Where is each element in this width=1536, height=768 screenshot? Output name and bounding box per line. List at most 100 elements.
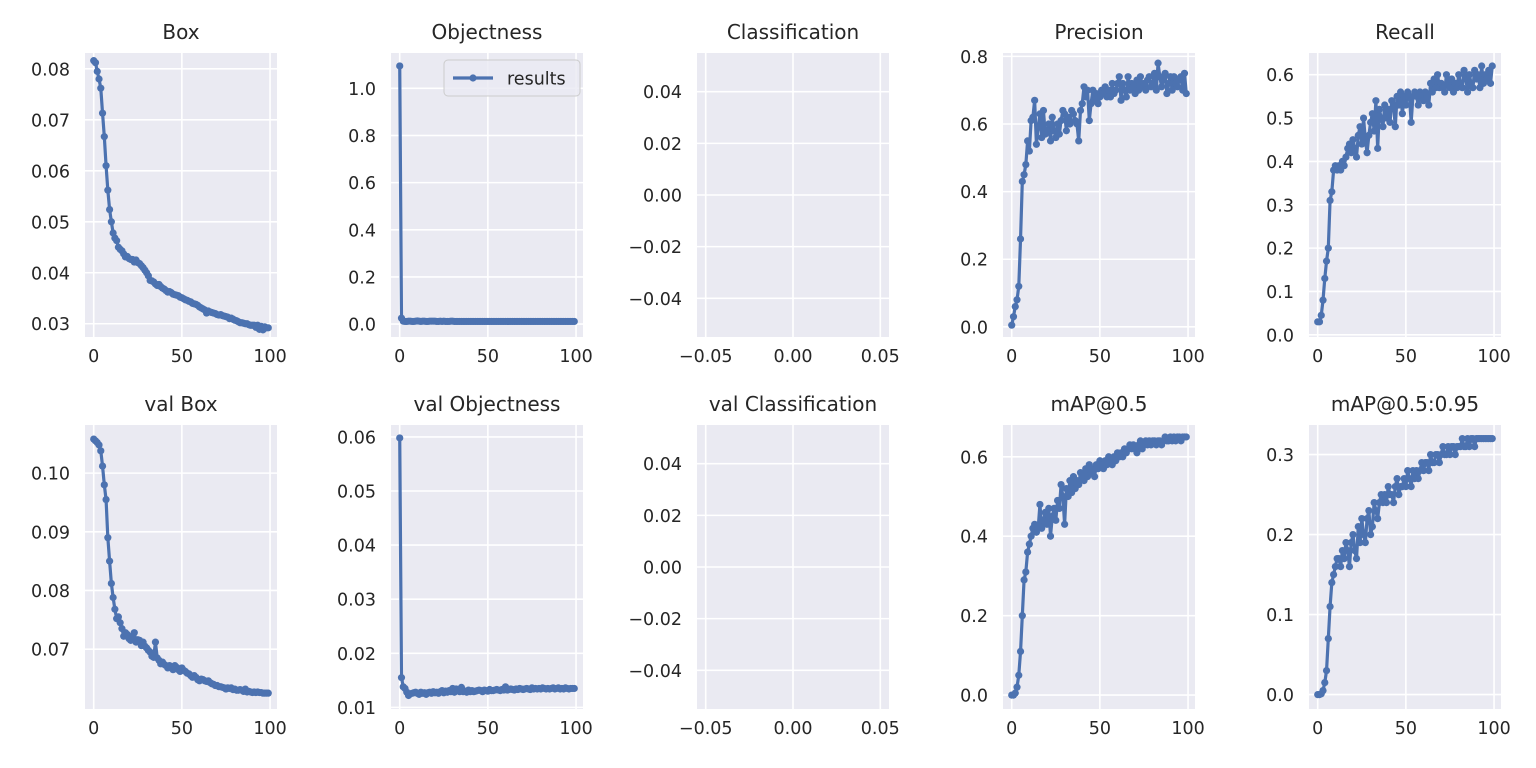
data-point: [1046, 532, 1055, 540]
data-point: [1379, 123, 1387, 131]
data-point: [1136, 73, 1145, 81]
data-point: [1361, 539, 1369, 547]
data-point: [1120, 86, 1129, 94]
data-point: [1073, 120, 1081, 128]
y-tick-label: 0.05: [337, 482, 376, 502]
data-point: [1414, 101, 1422, 109]
data-point: [1317, 311, 1325, 319]
data-point: [97, 84, 105, 92]
data-point: [1405, 475, 1414, 483]
y-tick-label: −0.04: [628, 290, 682, 310]
data-point: [1322, 257, 1331, 265]
x-tick-label: 50: [171, 347, 193, 367]
data-point: [1173, 83, 1182, 91]
data-point: [1372, 507, 1380, 515]
panel-precision: 0 50 100 0.0 0.2 0.4 0.6 0.8 Precision: [960, 20, 1205, 367]
data-point: [1402, 101, 1410, 109]
data-point: [1029, 113, 1037, 121]
panel-title: Precision: [1054, 20, 1143, 44]
data-point: [1426, 451, 1435, 459]
data-point: [1094, 100, 1102, 108]
panel-title: val Box: [144, 392, 217, 416]
data-point: [1182, 89, 1190, 98]
panel-map-0-5-0-95: 0 50 100 0.0 0.1 0.2 0.3 mAP@0.5:0.95: [1266, 392, 1511, 739]
data-point: [1340, 555, 1348, 563]
data-point: [1372, 97, 1380, 105]
panel-map-0-5: 0 50 100 0.0 0.2 0.4 0.6 mAP@0.5: [960, 392, 1205, 739]
data-point: [1356, 123, 1364, 131]
x-tick-label: 50: [477, 719, 499, 739]
data-point: [1326, 603, 1334, 611]
data-point: [1321, 274, 1329, 283]
data-point: [1407, 118, 1415, 126]
data-point: [396, 434, 404, 442]
data-point: [1048, 113, 1056, 121]
data-point: [1108, 79, 1116, 88]
data-point: [111, 605, 119, 613]
data-point: [1446, 451, 1454, 459]
x-tick-label: 0.05: [861, 347, 900, 367]
data-point: [1363, 515, 1371, 523]
y-tick-label: 0.04: [643, 455, 682, 475]
data-point: [1342, 153, 1350, 161]
x-tick-label: 0: [88, 719, 99, 739]
data-point: [1451, 451, 1459, 459]
legend-frame: [443, 59, 581, 97]
data-point: [1469, 84, 1477, 92]
data-point: [1441, 88, 1449, 96]
data-point: [1064, 113, 1072, 121]
data-point: [1351, 547, 1359, 555]
data-point: [1025, 147, 1033, 155]
data-point: [1149, 79, 1157, 88]
data-point: [1036, 500, 1044, 509]
data-point: [1031, 96, 1039, 104]
data-point: [1113, 79, 1122, 88]
data-point: [1388, 491, 1396, 499]
data-point: [1400, 475, 1408, 483]
y-tick-label: 0.0: [1266, 686, 1294, 706]
data-point: [1076, 106, 1085, 115]
data-point: [1043, 127, 1051, 135]
data-point: [1386, 118, 1394, 126]
panel-val-classification: −0.05 0.00 0.05 −0.04 −0.02 0.00 0.02 0.04 val C…: [628, 392, 899, 739]
data-point: [1331, 563, 1339, 571]
y-tick-label: 1.0: [348, 80, 376, 100]
panel-val-box: 0 50 100 0.07 0.08 0.09 0.10 val Box: [31, 392, 287, 739]
y-tick-label: 0.0: [960, 318, 988, 338]
data-point: [1161, 69, 1169, 77]
data-point: [1157, 83, 1166, 91]
data-point: [1414, 475, 1422, 483]
panel-title: Classification: [727, 20, 859, 44]
data-point: [1078, 100, 1086, 108]
y-tick-label: 0.02: [643, 507, 682, 527]
data-point: [1059, 492, 1067, 501]
x-tick-label: −0.05: [679, 347, 733, 367]
data-point: [1434, 71, 1442, 79]
y-tick-label: 0.01: [337, 699, 376, 719]
data-point: [1159, 76, 1167, 84]
x-tick-label: 0.00: [774, 719, 813, 739]
data-point: [1419, 467, 1428, 475]
y-tick-label: −0.02: [628, 610, 682, 630]
data-point: [1321, 679, 1329, 687]
panel-title: val Objectness: [414, 392, 561, 416]
data-point: [1367, 118, 1375, 126]
data-point: [1038, 524, 1046, 532]
plot-area: [391, 425, 583, 709]
y-tick-label: 0.4: [1266, 153, 1294, 173]
data-point: [1018, 612, 1026, 620]
y-tick-label: 0.2: [1266, 526, 1294, 546]
data-point: [1152, 86, 1160, 94]
plot-area: [1003, 425, 1195, 709]
data-point: [1349, 136, 1357, 144]
data-point: [1039, 106, 1048, 115]
data-point: [1075, 480, 1083, 489]
data-point: [1324, 244, 1332, 252]
data-point: [1057, 480, 1065, 489]
data-point: [1363, 149, 1371, 157]
y-tick-label: 0.07: [31, 641, 70, 661]
data-point: [1145, 73, 1153, 81]
data-point: [1180, 69, 1189, 77]
x-tick-label: 100: [1171, 347, 1204, 367]
x-tick-label: 50: [477, 347, 499, 367]
